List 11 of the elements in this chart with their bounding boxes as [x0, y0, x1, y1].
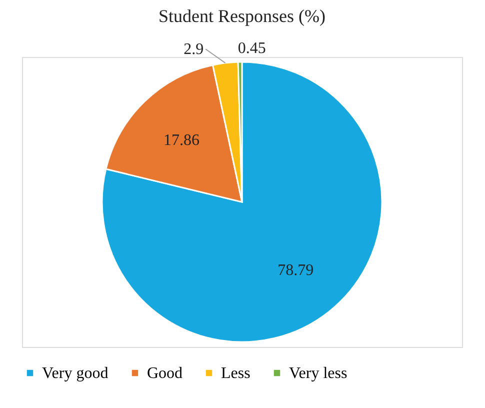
pie-slice	[105, 64, 243, 203]
data-label: 0.45	[238, 40, 266, 58]
legend-label: Good	[147, 365, 183, 382]
data-label: 17.86	[163, 132, 200, 149]
data-label: 78.79	[278, 262, 314, 280]
legend-label: Less	[221, 365, 250, 382]
data-label: 2.9	[184, 41, 204, 58]
chart-title: Student Responses (%)	[158, 6, 326, 26]
legend-label: Very less	[289, 365, 348, 382]
legend-label: Very good	[42, 365, 108, 382]
pie-slice	[101, 61, 383, 343]
